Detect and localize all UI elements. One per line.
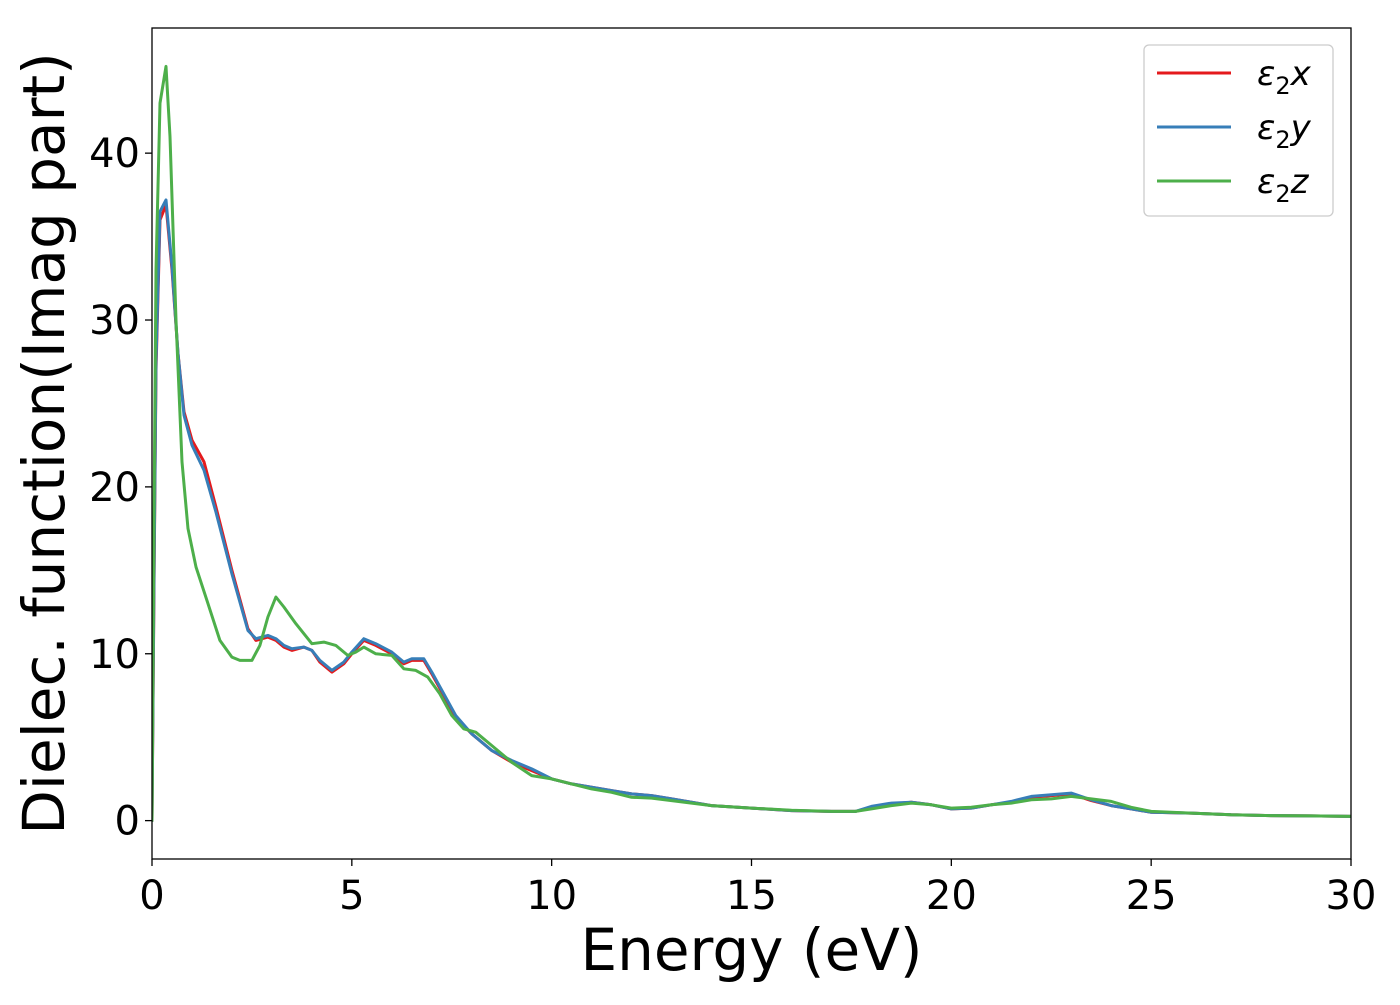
legend-label-subscript: 2	[1275, 180, 1290, 208]
legend-label-x: ε2x	[1257, 54, 1312, 100]
x-tick-label: 0	[139, 873, 164, 919]
x-tick-label: 5	[339, 873, 364, 919]
x-tick-label: 10	[526, 873, 577, 919]
x-tick-label: 20	[926, 873, 977, 919]
y-tick-label: 40	[89, 131, 140, 177]
series-line-x	[152, 203, 1351, 823]
legend-box	[1143, 44, 1334, 217]
legend-label-z: ε2z	[1257, 162, 1310, 208]
legend-label-base: ε	[1257, 54, 1275, 94]
legend-label-base: ε	[1257, 108, 1275, 148]
legend-label-base: ε	[1257, 162, 1275, 202]
legend-label-subscript: 2	[1275, 126, 1290, 154]
x-tick-label: 25	[1126, 873, 1177, 919]
y-tick-label: 10	[89, 632, 140, 678]
y-tick-label: 0	[115, 799, 140, 845]
x-tick-label: 30	[1326, 873, 1377, 919]
legend-label-y: ε2y	[1257, 108, 1312, 154]
x-axis-title: Energy (eV)	[580, 916, 922, 984]
legend-label-component: y	[1290, 108, 1312, 148]
legend-label-component: z	[1290, 162, 1310, 202]
y-axis-title: Dielec. function(Imag part)	[10, 52, 78, 835]
series-line-z	[152, 64, 1351, 823]
y-tick-label: 20	[89, 465, 140, 511]
legend-label-subscript: 2	[1275, 72, 1290, 100]
axes: 0 5 10 15 20 25 30 0 10 20 30 40	[89, 27, 1377, 919]
x-tick-label: 15	[726, 873, 777, 919]
y-tick-label: 30	[89, 298, 140, 344]
plot-area	[152, 64, 1351, 823]
legend-label-component: x	[1290, 54, 1312, 94]
series-line-y	[152, 198, 1351, 823]
